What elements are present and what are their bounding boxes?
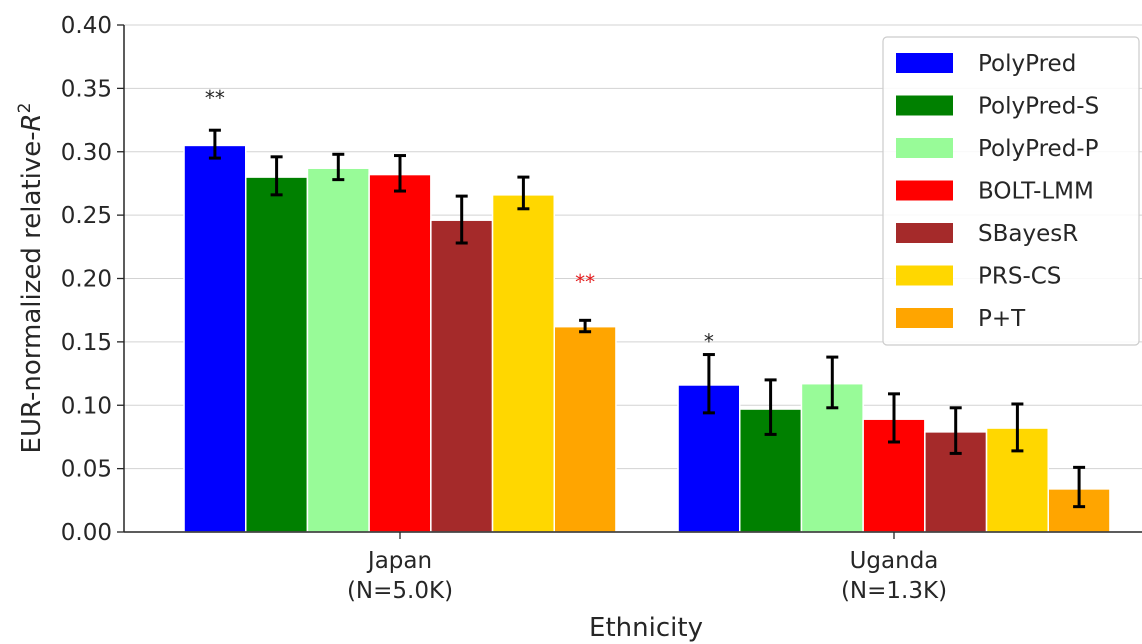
y-tick-label: 0.15 <box>61 330 112 356</box>
x-ticks: Japan (N=5.0K) Uganda (N=1.3K) <box>347 532 947 604</box>
legend-swatch <box>896 265 953 286</box>
error-bars <box>208 128 1086 509</box>
significance-marker: * <box>704 330 714 354</box>
legend-label: P+T <box>978 306 1026 332</box>
y-tick-label: 0.20 <box>61 267 112 293</box>
legend-swatch <box>896 223 953 243</box>
bar <box>491 194 555 533</box>
x-tick-label: Japan <box>366 548 432 574</box>
y-axis-title: EUR-normalized relative-R2 <box>15 103 47 454</box>
legend-label: PolyPred-S <box>978 94 1099 120</box>
legend-label: BOLT-LMM <box>978 179 1094 205</box>
y-ticks: 0.00 0.05 0.10 0.15 0.20 0.25 0.30 0.35 0.40 <box>61 13 124 546</box>
bar <box>368 173 432 533</box>
legend-swatch <box>896 180 953 201</box>
y-tick-label: 0.05 <box>61 457 112 483</box>
x-tick-sublabel: (N=1.3K) <box>841 578 947 604</box>
y-tick-label: 0.00 <box>61 520 112 546</box>
y-tick-label: 0.35 <box>61 76 112 102</box>
bar <box>553 325 617 533</box>
bar <box>245 176 309 533</box>
legend: PolyPred PolyPred-S PolyPred-P BOLT-LMM SBay… <box>882 36 1140 346</box>
y-tick-label: 0.10 <box>61 393 112 419</box>
legend-swatch <box>896 53 953 73</box>
significance-marker: ** <box>575 270 595 294</box>
significance-annotations: ***** <box>205 86 714 353</box>
bar <box>430 219 494 533</box>
bar <box>183 144 247 533</box>
legend-label: SBayesR <box>978 221 1078 247</box>
bar <box>985 427 1049 533</box>
bars <box>183 144 1111 533</box>
y-tick-label: 0.30 <box>61 140 112 166</box>
legend-swatch <box>896 95 953 116</box>
legend-swatch <box>896 138 953 158</box>
x-tick-label: Uganda <box>850 548 939 574</box>
x-axis-title: Ethnicity <box>589 613 703 643</box>
x-tick-sublabel: (N=5.0K) <box>347 578 453 604</box>
significance-marker: ** <box>205 86 225 110</box>
bar <box>306 167 370 533</box>
y-tick-label: 0.25 <box>61 203 112 229</box>
legend-label: PolyPred-P <box>978 136 1099 162</box>
legend-label: PRS-CS <box>978 264 1061 290</box>
y-tick-label: 0.40 <box>61 13 112 39</box>
legend-swatch <box>896 308 953 328</box>
legend-label: PolyPred <box>978 51 1076 77</box>
